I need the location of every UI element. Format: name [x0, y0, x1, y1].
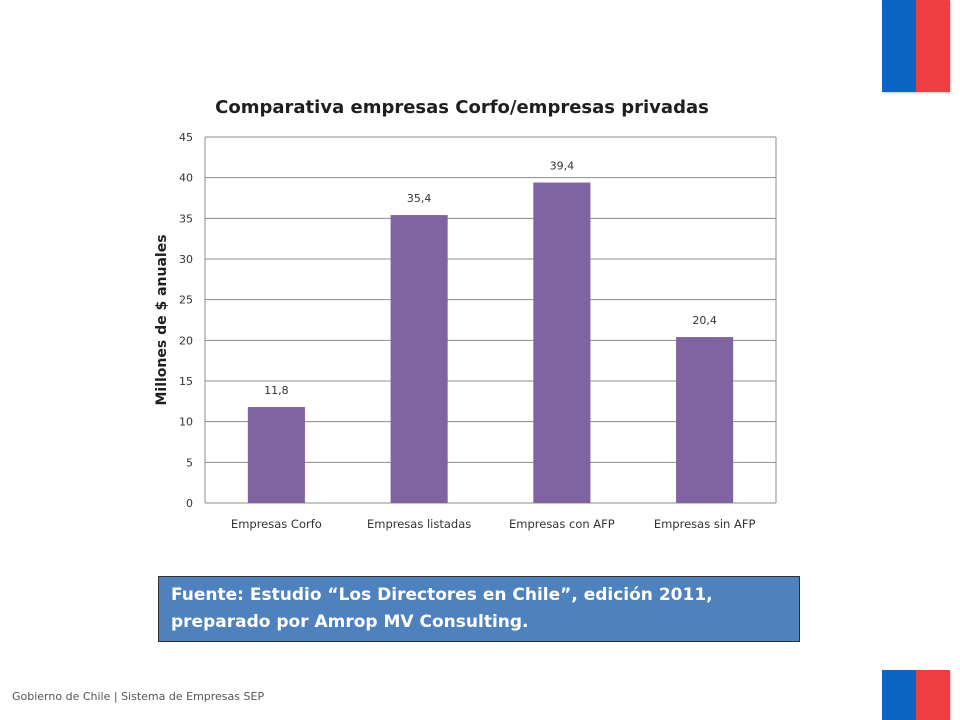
bar — [247, 407, 305, 503]
bar — [390, 215, 448, 503]
data-labels: 11,8 35,4 39,4 20,4 — [264, 160, 717, 397]
y-tick-label: 0 — [186, 497, 193, 510]
y-tick-label: 40 — [179, 172, 193, 185]
y-tick-label: 30 — [179, 253, 193, 266]
y-tick-label: 15 — [179, 375, 193, 388]
y-tick-label: 45 — [179, 131, 193, 144]
data-label: 35,4 — [407, 192, 432, 205]
category-labels: Empresas Corfo Empresas listadas Empresas … — [231, 517, 756, 531]
y-tick-label: 5 — [186, 456, 193, 469]
chile-flag-logo-bottom — [882, 670, 950, 720]
source-note: Fuente: Estudio “Los Directores en Chile… — [158, 576, 800, 642]
chile-flag-logo-top — [882, 0, 950, 92]
category-label: Empresas Corfo — [231, 517, 322, 531]
category-label: Empresas listadas — [367, 517, 471, 531]
y-tick-label: 10 — [179, 416, 193, 429]
y-tick-labels: 0 5 10 15 20 25 30 35 40 45 — [179, 131, 193, 510]
y-tick-label: 25 — [179, 294, 193, 307]
y-axis-label: Millones de $ anuales — [154, 234, 170, 405]
data-label: 39,4 — [550, 160, 575, 173]
chart-title: Comparativa empresas Corfo/empresas priv… — [215, 97, 709, 118]
footer-text: Gobierno de Chile | Sistema de Empresas … — [12, 690, 265, 703]
data-label: 20,4 — [692, 314, 717, 327]
y-tick-label: 35 — [179, 212, 193, 225]
y-tick-label: 20 — [179, 334, 193, 347]
bar — [533, 182, 591, 503]
category-label: Empresas con AFP — [509, 517, 615, 531]
data-label: 11,8 — [264, 384, 289, 397]
bars — [247, 182, 734, 503]
category-label: Empresas sin AFP — [654, 517, 756, 531]
bar — [676, 337, 734, 503]
